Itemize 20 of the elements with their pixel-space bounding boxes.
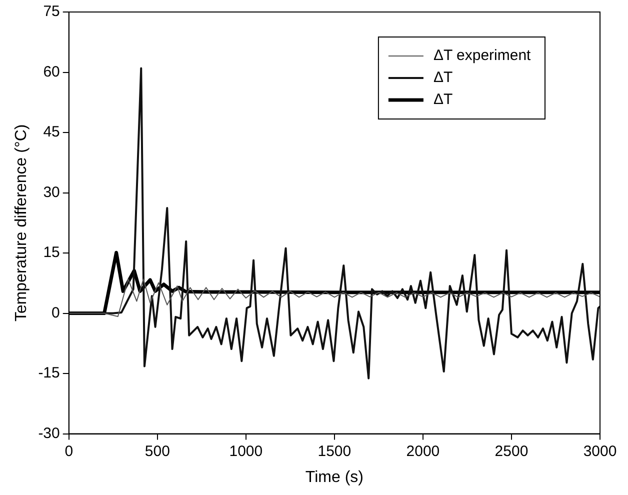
y-tick-label: 0 <box>52 304 60 322</box>
y-tick-label: 75 <box>43 3 60 20</box>
x-tick-label: 0 <box>64 442 74 460</box>
x-tick-label: 1000 <box>229 442 263 460</box>
y-axis-title: Temperature difference (°C) <box>13 124 30 322</box>
y-tick-label: 30 <box>43 184 60 201</box>
y-tick-label: 60 <box>43 63 60 80</box>
y-tick-label: -30 <box>38 424 60 442</box>
legend-label: ΔT experiment <box>433 47 532 64</box>
y-tick-label: 45 <box>43 124 60 141</box>
legend-label: ΔT <box>433 91 453 108</box>
x-axis-title: Time (s) <box>305 468 364 486</box>
y-tick-label: -15 <box>38 364 60 382</box>
x-tick-label: 2500 <box>494 442 528 460</box>
x-tick-label: 2000 <box>406 442 440 460</box>
y-tick-label: 15 <box>43 244 60 262</box>
x-tick-label: 3000 <box>583 442 617 460</box>
x-tick-label: 1500 <box>318 442 352 460</box>
x-tick-label: 500 <box>144 442 170 460</box>
legend-label: ΔT <box>433 69 453 86</box>
